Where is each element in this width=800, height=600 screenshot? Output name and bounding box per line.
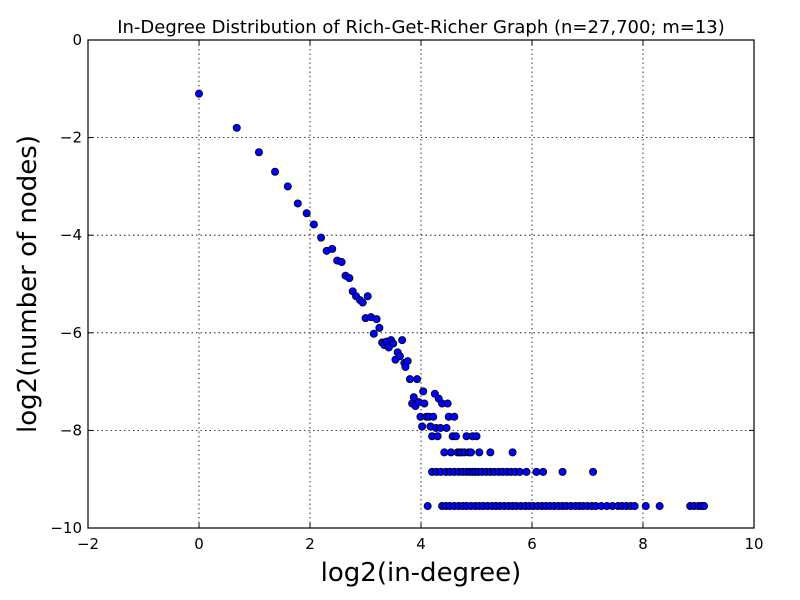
scatter-point: [413, 375, 422, 384]
x-axis-label: log2(in-degree): [321, 558, 522, 588]
scatter-point: [271, 167, 280, 176]
x-tick-label: −2: [77, 535, 99, 553]
scatter-point: [472, 432, 481, 441]
scatter-point: [403, 357, 412, 366]
y-tick-label: −2: [60, 129, 82, 147]
scatter-point: [451, 432, 460, 441]
y-tick-label: −6: [60, 324, 82, 342]
scatter-point: [293, 199, 302, 208]
scatter-point: [442, 423, 451, 432]
scatter-point: [486, 448, 495, 457]
scatter-point: [398, 336, 407, 345]
scatter-point: [446, 448, 455, 457]
scatter-point: [254, 148, 263, 157]
scatter-point: [475, 448, 484, 457]
x-tick-label: 2: [305, 535, 315, 553]
scatter-point: [558, 467, 567, 476]
scatter-point: [522, 467, 531, 476]
scatter-point: [418, 422, 427, 431]
scatter-point: [450, 412, 459, 421]
y-tick-label: 0: [72, 31, 82, 49]
scatter-point: [363, 292, 372, 301]
x-tick-label: 0: [194, 535, 204, 553]
scatter-point: [508, 448, 517, 457]
scatter-point: [429, 412, 438, 421]
scatter-point: [440, 448, 449, 457]
scatter-point: [433, 432, 442, 441]
y-axis-label: log2(number of nodes): [13, 135, 43, 433]
scatter-point: [194, 89, 203, 98]
scatter-point: [589, 467, 598, 476]
x-tick-label: 10: [744, 535, 763, 553]
scatter-point: [466, 448, 475, 457]
scatter-point: [655, 502, 664, 511]
scatter-point: [369, 329, 378, 338]
y-tick-label: −8: [60, 421, 82, 439]
scatter-point: [700, 502, 709, 511]
scatter-point: [389, 339, 398, 348]
scatter-point: [395, 352, 404, 361]
scatter-point: [532, 467, 541, 476]
y-tick-label: −10: [50, 519, 82, 537]
data-points: [194, 89, 709, 511]
scatter-point: [539, 467, 548, 476]
scatter-point: [309, 220, 318, 229]
scatter-point: [423, 502, 432, 511]
scatter-point: [409, 393, 418, 402]
x-tick-label: 4: [416, 535, 426, 553]
scatter-point: [302, 209, 311, 218]
axis-ticks: −2 0 2 4 6 8 10 −10 −8 −6 −4 −2 0: [50, 31, 763, 553]
grid-lines: [88, 40, 754, 528]
y-tick-label: −4: [60, 226, 82, 244]
scatter-point: [337, 258, 346, 267]
scatter-point: [419, 387, 428, 396]
scatter-point: [328, 244, 337, 253]
scatter-point: [372, 315, 381, 324]
scatter-point: [641, 502, 650, 511]
scatter-point: [283, 182, 292, 191]
x-tick-label: 6: [527, 535, 537, 553]
scatter-point: [443, 399, 452, 408]
scatter-point: [375, 323, 384, 332]
scatter-point: [345, 274, 354, 283]
scatter-point: [515, 467, 524, 476]
x-tick-label: 8: [638, 535, 648, 553]
scatter-point: [317, 233, 326, 242]
scatter-point: [630, 502, 639, 511]
scatter-point: [405, 375, 414, 384]
chart-title: In-Degree Distribution of Rich-Get-Riche…: [117, 17, 725, 38]
scatter-point: [358, 298, 367, 307]
scatter-point: [232, 123, 241, 132]
scatter-point: [420, 399, 429, 408]
